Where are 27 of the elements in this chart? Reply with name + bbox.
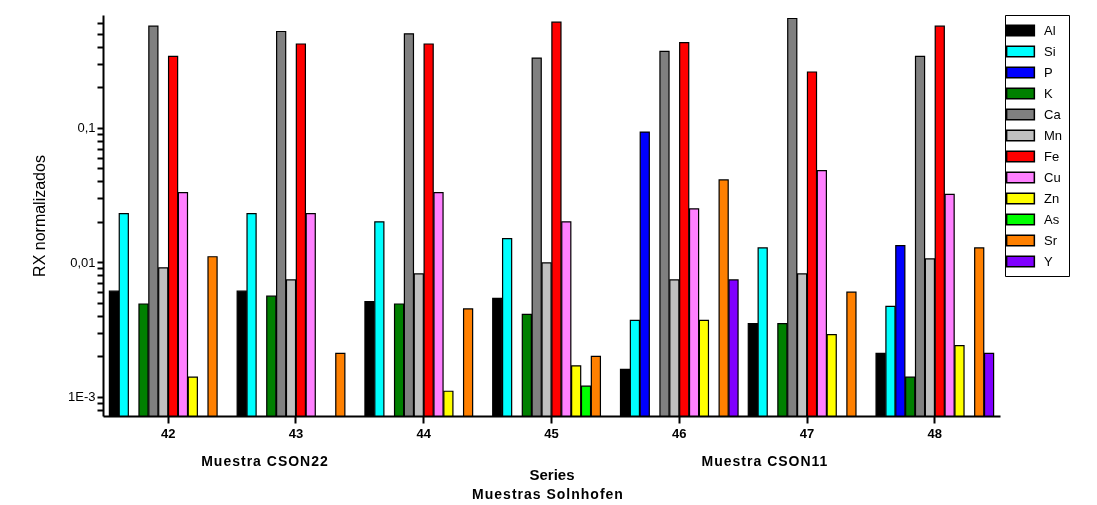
text: Muestras Solnhofen [472,486,624,502]
legend-label: Sr [1044,232,1058,248]
text: Muestra CSON11 [701,453,829,469]
x-tick-label: 43 [288,425,304,441]
legend-label: As [1044,211,1060,227]
x-tick-label: 48 [927,425,943,441]
legend-label: K [1044,85,1053,101]
y-tick-label: 0,01 [70,254,96,270]
x-tick-label: 46 [672,425,687,441]
legend-label: Al [1044,22,1056,38]
x-axis-title: Series [529,465,575,483]
y-tick-label: 1E-3 [68,389,96,405]
legend-label: Ca [1044,106,1062,122]
y-tick-label: 0,1 [77,120,96,136]
legend-label: Si [1044,43,1056,59]
x-tick-label: 45 [544,425,559,441]
x-tick-label: 42 [160,425,176,441]
legend-label: Fe [1044,148,1060,164]
legend-label: P [1044,64,1053,80]
legend-label: Cu [1044,169,1061,185]
text: Muestra CSON22 [201,453,329,469]
legend-label: Y [1044,253,1053,269]
legend-label: Zn [1044,190,1060,206]
y-axis-title: RX normalizados [31,155,49,277]
x-tick-label: 44 [416,425,432,441]
x-tick-label: 47 [799,425,815,441]
legend-label: Mn [1044,127,1063,143]
